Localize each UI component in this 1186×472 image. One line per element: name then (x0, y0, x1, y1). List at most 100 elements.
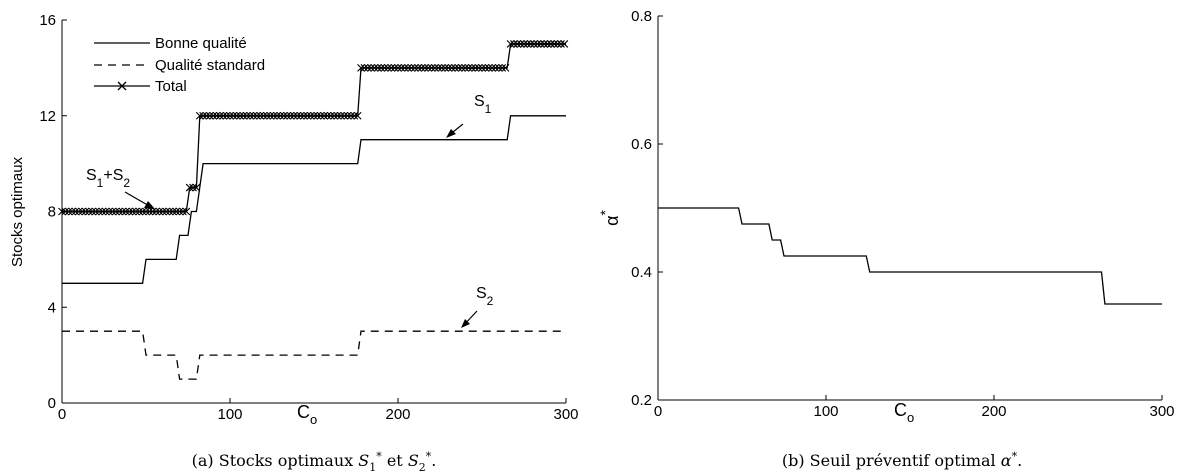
a-marker (373, 63, 382, 72)
a-marker (370, 63, 379, 72)
a-marker (246, 111, 255, 120)
a-marker (326, 111, 335, 120)
a-marker (68, 207, 76, 216)
a-marker (172, 207, 181, 216)
a-marker (498, 63, 507, 72)
b-y-tick-label-3: 0.8 (631, 8, 652, 25)
a-marker (78, 207, 87, 216)
a-marker (533, 40, 542, 48)
b-x-tick-label-2: 200 (981, 403, 1006, 420)
a-marker (333, 111, 342, 120)
caption-b: (b) Seuil préventif optimal α*. (782, 450, 1022, 470)
annotation-s2: S2 (461, 285, 494, 328)
a-marker (108, 207, 117, 216)
a-marker (306, 111, 315, 120)
a-marker (523, 40, 532, 48)
a-marker (115, 207, 124, 216)
a-marker (175, 207, 184, 216)
a-marker (384, 63, 392, 72)
a-marker (145, 207, 154, 216)
a-marker (81, 207, 90, 216)
a-marker (199, 111, 208, 120)
a-marker (536, 40, 545, 48)
a-marker (420, 63, 429, 72)
a-marker (360, 63, 369, 72)
a-marker (340, 111, 349, 120)
a-marker (135, 207, 144, 216)
a-marker (451, 63, 460, 72)
a-marker (64, 207, 73, 216)
a-marker (543, 40, 552, 48)
b-x-tick-label-1: 100 (813, 403, 838, 420)
a-marker (478, 63, 486, 72)
a-marker (454, 63, 463, 72)
a-marker (111, 207, 120, 216)
a-y-tick-label-4: 16 (39, 12, 56, 29)
a-marker (557, 40, 565, 48)
annotation-s1-plus-s2: S1+S2 (86, 167, 155, 209)
a-marker (269, 111, 278, 120)
a-marker (390, 63, 399, 72)
a-marker (387, 63, 396, 72)
a-marker (158, 207, 167, 216)
a-marker (484, 63, 493, 72)
a-marker (148, 207, 157, 216)
a-marker (142, 207, 150, 216)
a-marker (74, 207, 83, 216)
a-marker (444, 63, 453, 72)
a-marker (118, 207, 127, 216)
a-marker (457, 63, 466, 72)
a-x-tick-label-2: 200 (385, 406, 410, 423)
a-marker (165, 207, 174, 216)
a-marker (205, 111, 214, 120)
a-y-tick-label-0: 0 (48, 395, 56, 412)
a-marker (336, 111, 345, 120)
a-marker (560, 40, 569, 48)
a-marker (417, 63, 426, 72)
a-marker (293, 111, 302, 120)
a-marker (138, 207, 147, 216)
a-marker (316, 111, 325, 120)
legend-label-qualite-standard: Qualité standard (155, 57, 265, 74)
svg-text:S1: S1 (474, 93, 492, 116)
a-marker (242, 111, 251, 120)
legend-label-bonne-qualite: Bonne qualité (155, 35, 247, 52)
a-series-line-1 (62, 330, 566, 380)
a-marker (353, 111, 362, 120)
axis-ticks-b: 0 100 200 300 0.2 0.4 0.6 0.8 (631, 8, 1174, 420)
a-marker (347, 111, 355, 120)
a-marker (296, 111, 305, 120)
a-marker (105, 207, 113, 216)
a-marker (427, 63, 436, 72)
a-marker (320, 111, 328, 120)
a-marker (286, 111, 295, 120)
a-marker (540, 40, 549, 48)
a-marker (400, 63, 409, 72)
a-marker (367, 63, 376, 72)
series-group-b (658, 207, 1162, 305)
x-axis-label-a-main: C (297, 402, 310, 422)
a-marker (276, 111, 285, 120)
a-marker (510, 40, 518, 48)
legend-label-total: Total (155, 78, 187, 95)
y-axis-label-b: α* (597, 210, 622, 226)
a-marker (88, 207, 97, 216)
a-marker (461, 63, 470, 72)
b-series-line-0 (658, 207, 1162, 305)
a-marker (380, 63, 389, 72)
a-marker (491, 63, 500, 72)
b-x-tick-label-3: 300 (1149, 403, 1174, 420)
a-marker (232, 111, 241, 120)
a-marker (357, 63, 365, 72)
a-marker (128, 207, 137, 216)
a-marker (410, 63, 419, 72)
a-marker (407, 63, 416, 72)
a-marker (219, 111, 228, 120)
a-marker (550, 40, 559, 48)
a-marker (125, 207, 134, 216)
a-x-tick-label-1: 100 (217, 406, 242, 423)
a-marker (313, 111, 322, 120)
a-y-tick-label-2: 8 (48, 204, 56, 221)
b-x-tick-label-0: 0 (654, 403, 662, 420)
a-marker (414, 63, 423, 72)
